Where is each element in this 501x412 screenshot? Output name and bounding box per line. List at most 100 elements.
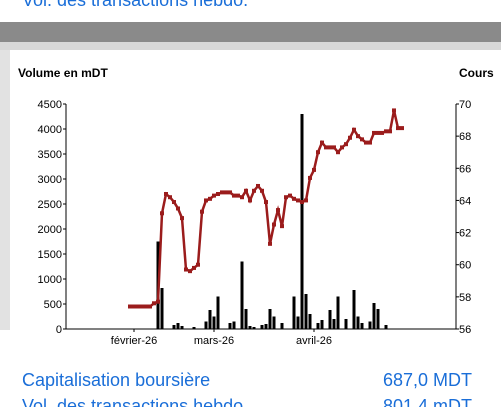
x-tick-label: février-26 xyxy=(111,335,157,347)
side-strip xyxy=(0,50,10,330)
price-marker xyxy=(176,206,180,211)
bar xyxy=(228,323,232,329)
bar xyxy=(232,321,236,329)
price-marker xyxy=(356,134,360,139)
bar xyxy=(176,323,180,329)
info-value: 687,0 MDT xyxy=(383,370,472,390)
price-marker xyxy=(388,129,392,134)
price-marker xyxy=(160,211,164,216)
info-label: Vol. des transactions hebdo. xyxy=(22,396,248,407)
bar xyxy=(356,316,360,329)
price-marker xyxy=(344,142,348,147)
price-marker xyxy=(180,216,184,221)
price-marker xyxy=(288,193,292,198)
price-marker xyxy=(144,304,148,309)
bar xyxy=(300,114,304,329)
price-marker xyxy=(220,190,224,195)
separator xyxy=(0,22,501,42)
price-marker xyxy=(184,267,188,272)
price-marker xyxy=(368,140,372,145)
bar xyxy=(308,314,312,329)
y2-tick-label: 62 xyxy=(459,228,471,240)
y2-tick-label: 58 xyxy=(459,292,471,304)
y2-axis-title: Cours xyxy=(459,66,494,80)
bar xyxy=(240,261,244,329)
price-marker xyxy=(152,301,156,306)
header-text: Vol. des transactions hebdo. xyxy=(22,0,248,10)
price-marker xyxy=(252,188,256,193)
price-marker xyxy=(392,108,396,113)
price-marker xyxy=(360,137,364,142)
bar xyxy=(172,325,176,329)
info-value: 801,4 mDT xyxy=(383,396,472,407)
y2-tick-label: 68 xyxy=(459,131,471,143)
price-marker xyxy=(284,195,288,200)
price-marker xyxy=(200,209,204,214)
price-marker xyxy=(364,140,368,145)
bar xyxy=(260,325,264,329)
bar xyxy=(208,310,212,329)
bar xyxy=(352,290,356,329)
price-marker xyxy=(148,304,152,309)
price-marker xyxy=(256,183,260,188)
bar xyxy=(216,296,220,329)
price-marker xyxy=(316,150,320,155)
bar xyxy=(344,319,348,329)
price-marker xyxy=(188,269,192,274)
bar xyxy=(376,309,380,329)
bar xyxy=(332,319,336,329)
price-marker xyxy=(156,299,160,304)
price-marker xyxy=(236,193,240,198)
price-marker xyxy=(248,198,252,203)
price-marker xyxy=(216,192,220,196)
y-axis-title: Volume en mDT xyxy=(18,66,108,80)
x-tick-label: avril-26 xyxy=(296,335,332,347)
y-tick-label: 4000 xyxy=(38,124,62,136)
bar xyxy=(180,326,184,329)
top-strip xyxy=(0,0,501,22)
y-tick-label: 4500 xyxy=(38,99,62,111)
bar xyxy=(336,296,340,329)
price-marker xyxy=(328,145,332,150)
bar xyxy=(296,316,300,329)
price-marker xyxy=(380,130,384,135)
bar xyxy=(292,296,296,329)
price-marker xyxy=(292,196,296,201)
y-tick-label: 500 xyxy=(44,299,62,311)
bar xyxy=(252,327,256,329)
price-marker xyxy=(204,198,208,203)
price-marker xyxy=(196,262,200,267)
price-marker xyxy=(240,195,244,200)
bar xyxy=(160,288,164,329)
bar xyxy=(212,316,216,329)
price-marker xyxy=(320,140,324,145)
y-tick-label: 2000 xyxy=(38,224,62,236)
price-marker xyxy=(304,198,308,203)
price-marker xyxy=(260,188,264,193)
price-marker xyxy=(340,145,344,150)
price-marker xyxy=(336,150,340,155)
y-tick-label: 3000 xyxy=(38,174,62,186)
price-marker xyxy=(324,145,328,150)
bar xyxy=(244,309,248,329)
y-tick-label: 2500 xyxy=(38,199,62,211)
bar xyxy=(328,310,332,329)
y2-tick-label: 64 xyxy=(459,195,471,207)
bar xyxy=(368,321,372,329)
price-marker xyxy=(376,130,380,135)
x-tick-label: mars-26 xyxy=(194,335,234,347)
price-marker xyxy=(400,126,404,131)
y2-tick-label: 66 xyxy=(459,163,471,175)
y2-tick-label: 60 xyxy=(459,260,471,272)
price-marker xyxy=(332,145,336,150)
bar xyxy=(360,323,364,329)
bar xyxy=(268,309,272,329)
price-marker xyxy=(268,241,272,246)
price-marker xyxy=(264,200,268,205)
price-marker xyxy=(384,129,388,134)
bar xyxy=(372,303,376,329)
bar xyxy=(280,323,284,329)
price-marker xyxy=(128,304,132,309)
